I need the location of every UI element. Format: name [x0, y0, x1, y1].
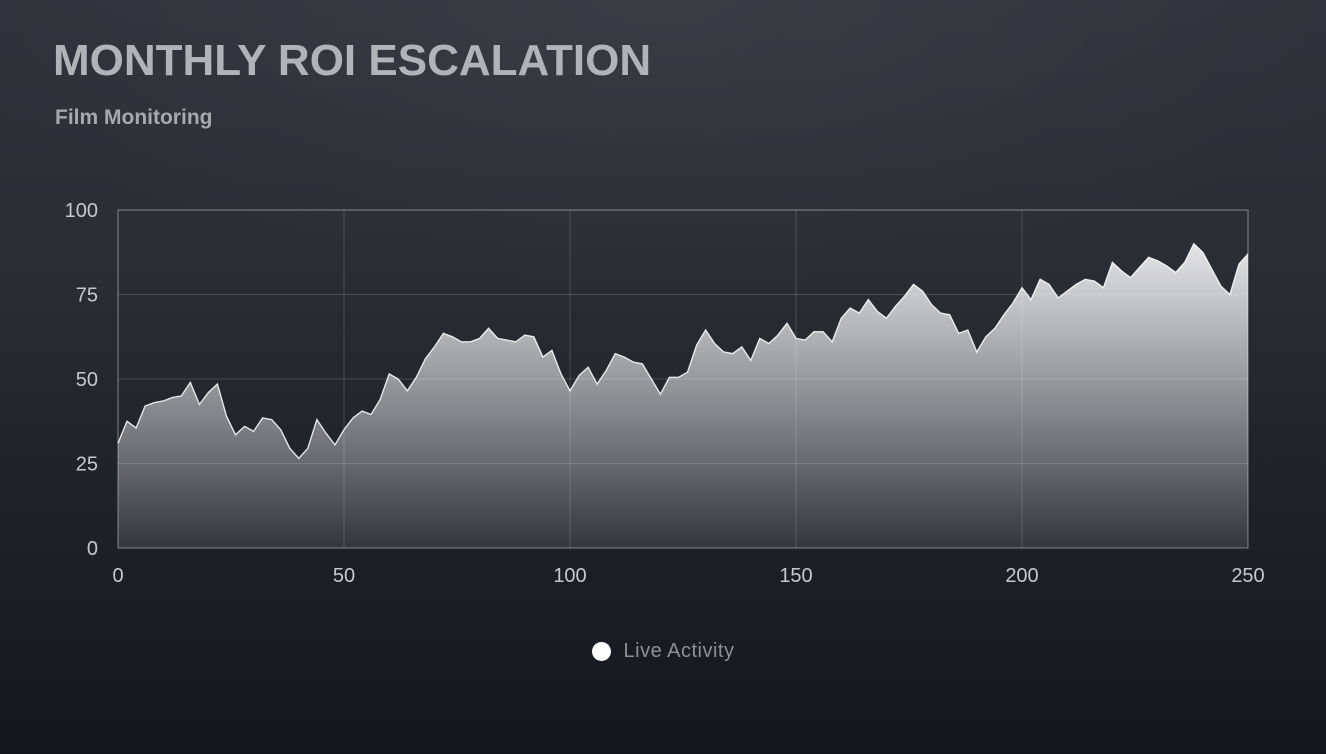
legend-marker-icon — [591, 642, 611, 661]
x-tick-label: 150 — [779, 565, 812, 587]
chart-subtitle: Film Monitoring — [55, 106, 213, 129]
x-tick-label: 250 — [1231, 565, 1264, 587]
x-axis-labels: 0 50 100 150 200 250 — [112, 565, 1264, 587]
gridlines — [117, 209, 1249, 549]
y-tick-label: 100 — [65, 200, 98, 222]
legend-item-live-activity[interactable]: Live Activity — [0, 640, 1326, 663]
chart-header: MONTHLY ROI ESCALATION Film Monitoring — [53, 36, 651, 130]
x-tick-label: 100 — [553, 565, 586, 587]
x-tick-label: 50 — [333, 565, 355, 587]
y-tick-label: 75 — [76, 285, 98, 307]
legend-label: Live Activity — [623, 640, 735, 662]
y-tick-label: 25 — [76, 454, 98, 476]
area-series — [118, 243, 1248, 549]
y-tick-label: 50 — [76, 369, 98, 391]
y-axis-labels: 0 25 50 75 100 — [65, 200, 98, 560]
series-line — [117, 242, 1249, 460]
chart-title: MONTHLY ROI ESCALATION — [53, 36, 652, 85]
y-tick-label: 0 — [87, 538, 98, 560]
x-tick-label: 200 — [1005, 565, 1038, 587]
plot-border — [117, 209, 1249, 549]
x-tick-label: 0 — [112, 565, 123, 587]
